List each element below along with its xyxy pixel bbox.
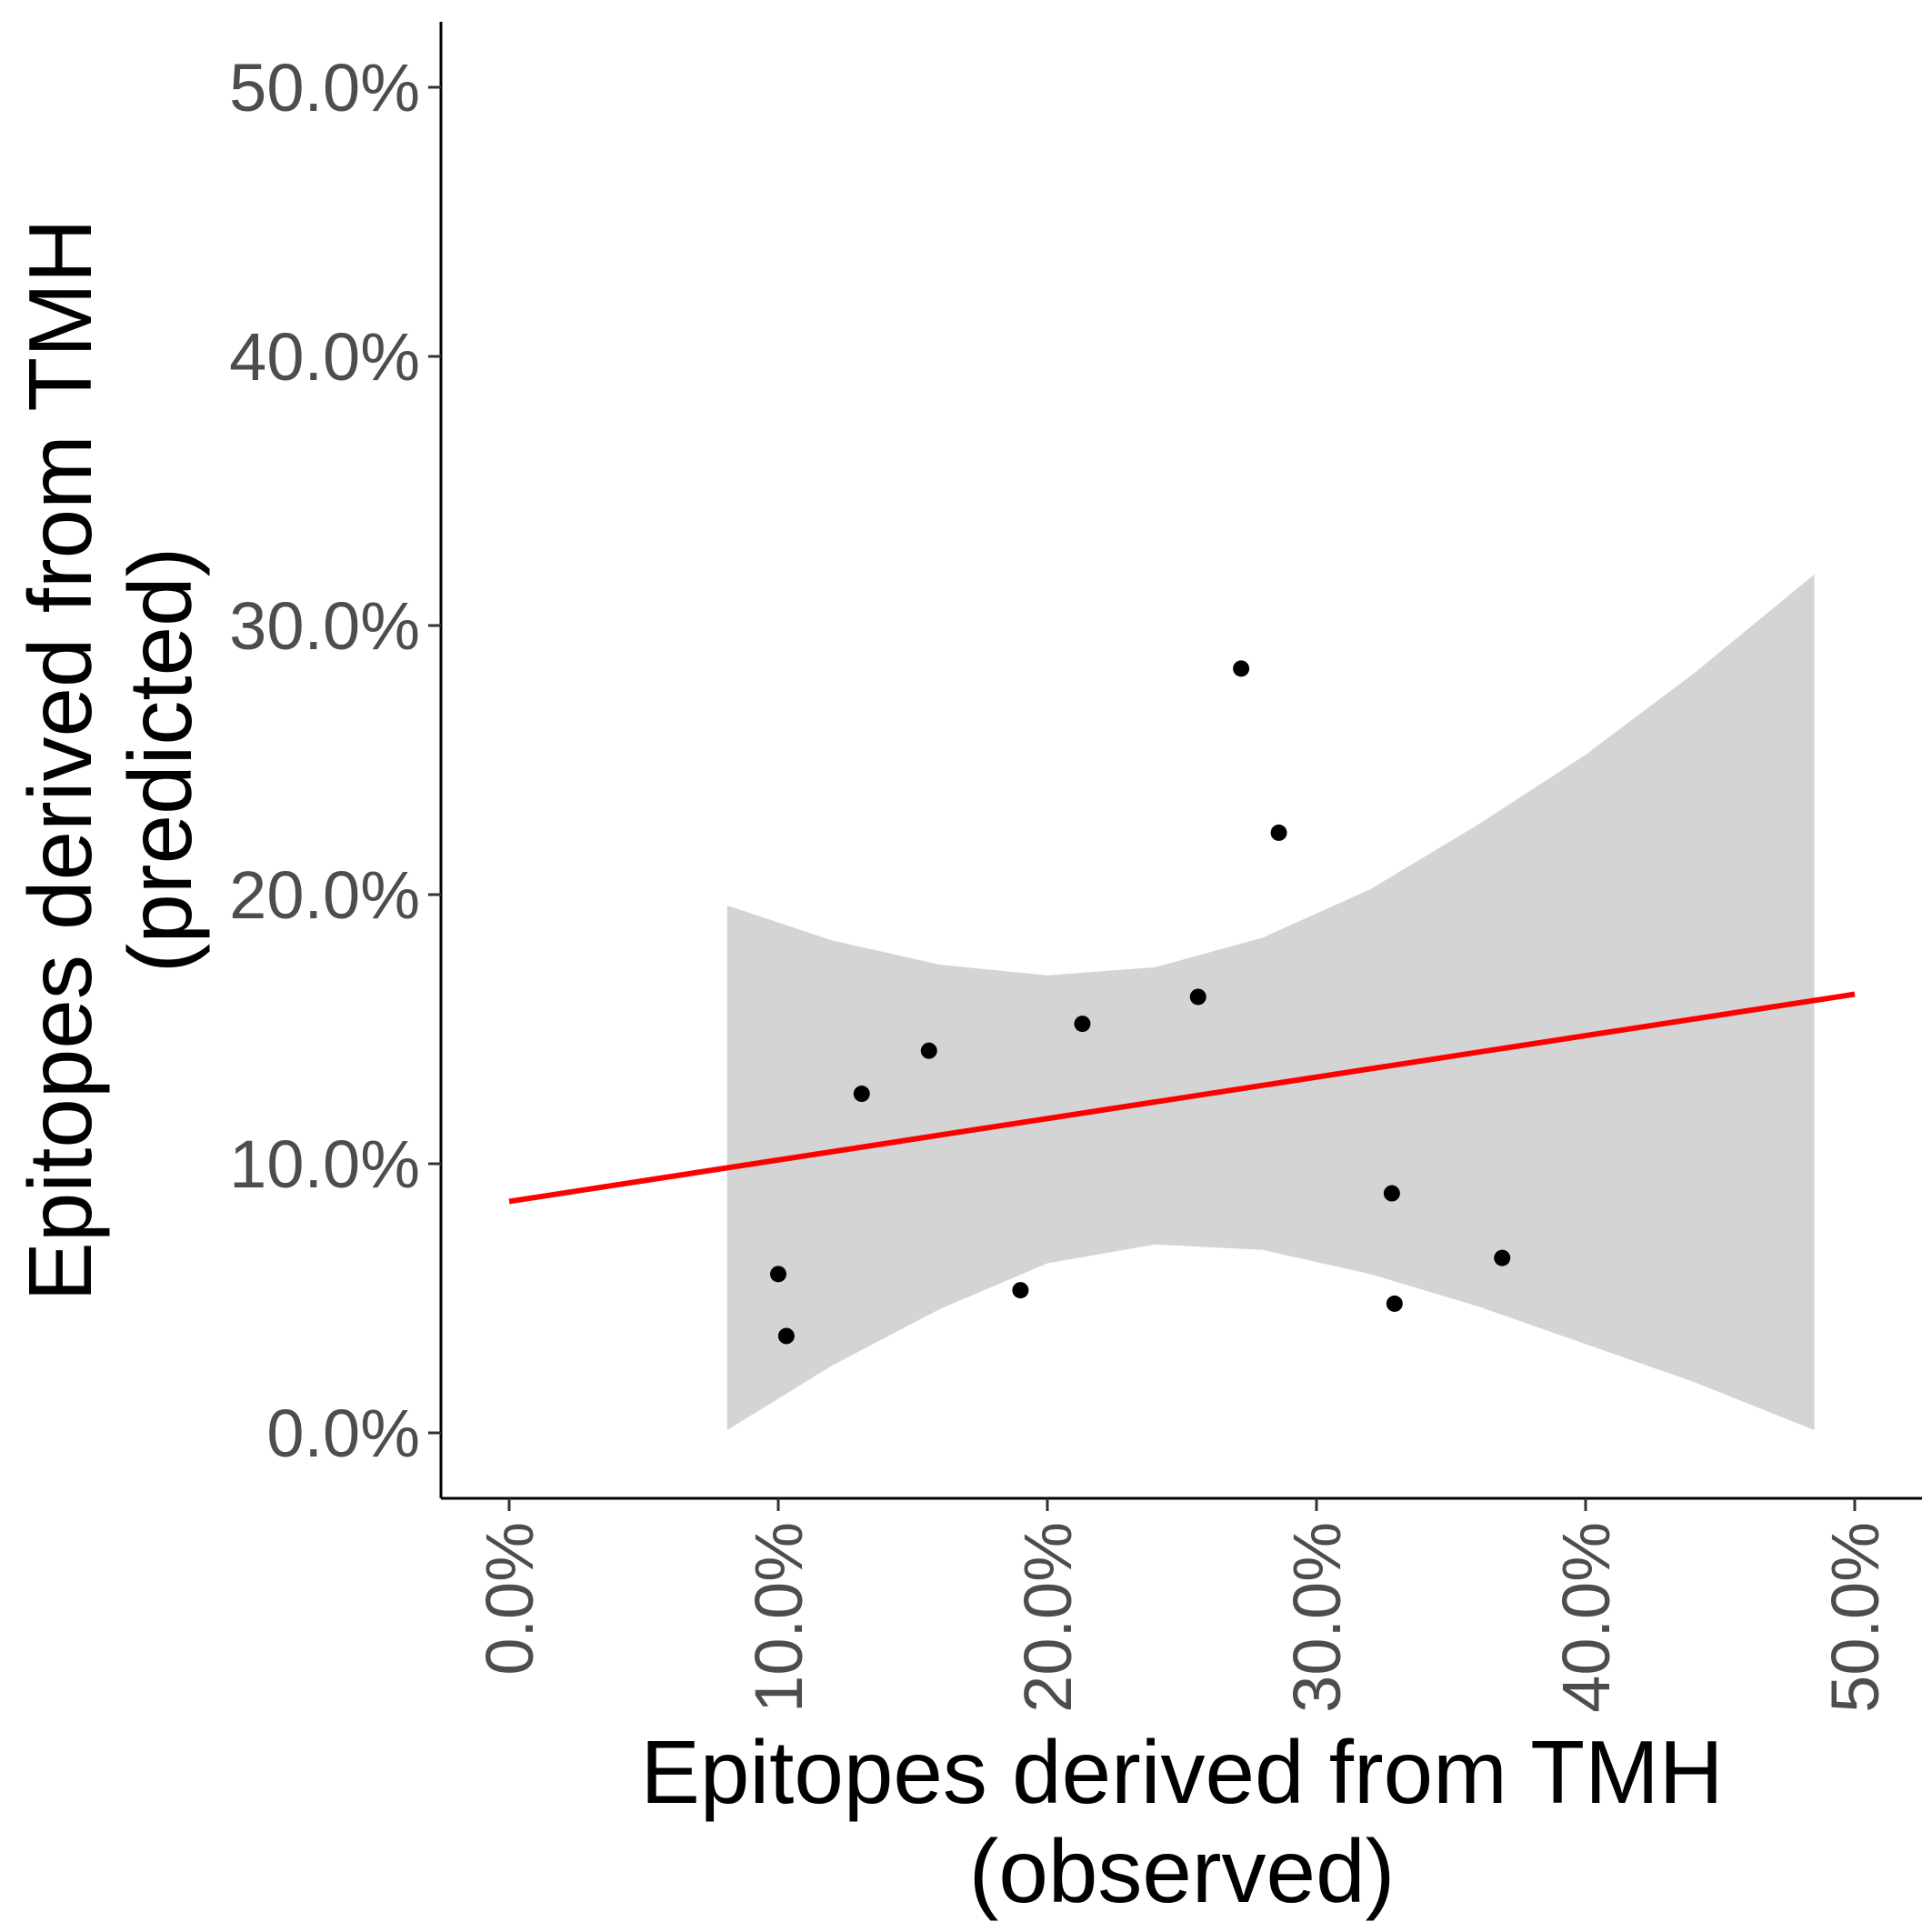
x-tick-label: 20.0%: [1010, 1522, 1086, 1713]
data-point-3: [853, 1086, 870, 1103]
x-tick-label: 0.0%: [472, 1522, 547, 1676]
data-point-11: [1386, 1295, 1403, 1312]
data-point-8: [1233, 660, 1250, 677]
data-point-7: [1189, 988, 1206, 1006]
y-tick-label: 50.0%: [229, 50, 420, 125]
x-axis-title-line1: Epitopes derived from TMH: [641, 1722, 1724, 1822]
y-tick-label: 30.0%: [229, 588, 420, 664]
y-tick-label: 20.0%: [229, 857, 420, 933]
y-tick-label: 10.0%: [229, 1126, 420, 1202]
x-tick-label: 40.0%: [1548, 1522, 1624, 1713]
data-points-layer: [770, 660, 1511, 1345]
y-tick-label: 0.0%: [266, 1396, 420, 1471]
regression-line: [508, 991, 1856, 1205]
y-tick-label: 40.0%: [229, 319, 420, 395]
confidence-band: [726, 574, 1815, 1431]
x-tick-label: 10.0%: [741, 1522, 816, 1713]
data-point-1: [770, 1266, 786, 1283]
regression-line-layer: [508, 991, 1856, 1205]
x-tick-label: 30.0%: [1279, 1522, 1355, 1713]
x-axis-ticks: 0.0% 10.0% 20.0% 30.0% 40.0% 50.0%: [472, 1498, 1893, 1713]
data-point-12: [1494, 1249, 1511, 1266]
y-axis-title-line1: Epitopes derived from TMH: [10, 219, 110, 1302]
confidence-band-layer: [726, 574, 1815, 1431]
y-axis-ticks: 0.0% 10.0% 20.0% 30.0% 40.0% 50.0%: [229, 50, 441, 1471]
data-point-10: [1383, 1185, 1400, 1202]
x-tick-label: 50.0%: [1817, 1522, 1893, 1713]
data-point-4: [920, 1042, 937, 1059]
data-point-2: [777, 1327, 795, 1345]
data-point-6: [1074, 1016, 1091, 1033]
x-axis-title-line2: (observed): [969, 1821, 1395, 1921]
data-point-9: [1270, 824, 1287, 841]
y-axis-title-line2: (predicted): [110, 547, 210, 973]
data-point-5: [1012, 1282, 1029, 1299]
